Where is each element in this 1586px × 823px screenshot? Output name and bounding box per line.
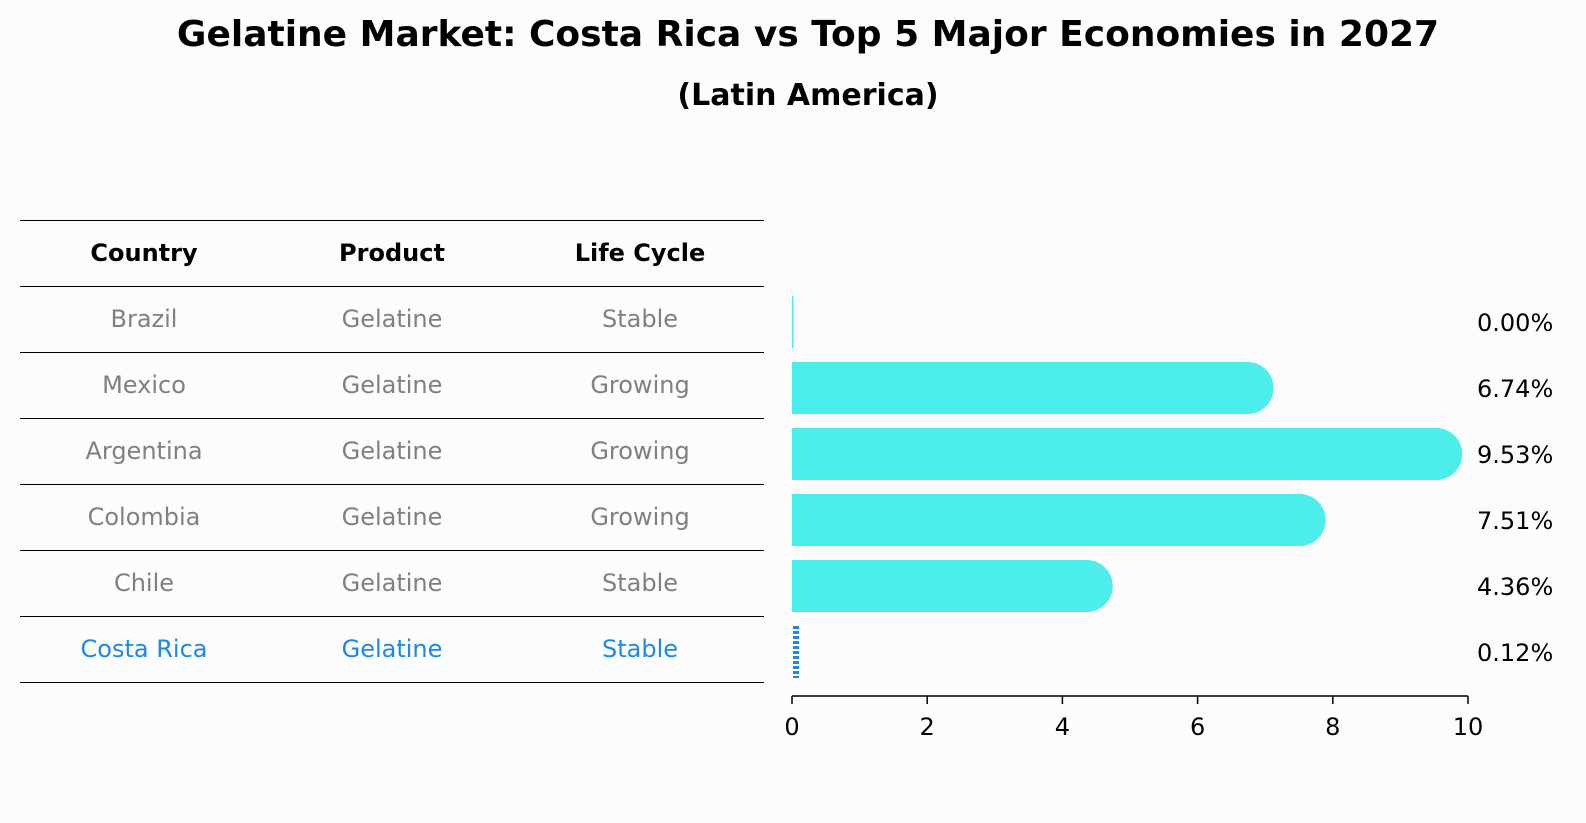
table-rule xyxy=(20,352,764,353)
x-tick-label: 8 xyxy=(1325,713,1340,741)
bar-value-label: 9.53% xyxy=(1477,441,1553,469)
row-product: Gelatine xyxy=(341,569,443,597)
row-life-cycle: Growing xyxy=(590,371,690,399)
header-life-cycle: Life Cycle xyxy=(574,239,706,267)
bar-value-label: 6.74% xyxy=(1477,375,1553,403)
row-country: Argentina xyxy=(85,437,203,465)
row-country: Brazil xyxy=(110,305,178,333)
row-country: Colombia xyxy=(87,503,201,531)
bar-value-label: 4.36% xyxy=(1477,573,1553,601)
x-tick-label: 0 xyxy=(784,713,799,741)
bar xyxy=(792,296,794,348)
bar-value-label: 0.12% xyxy=(1477,639,1553,667)
row-life-cycle: Growing xyxy=(590,503,690,531)
table-rule xyxy=(20,418,764,419)
x-tick-label: 4 xyxy=(1055,713,1070,741)
bar xyxy=(792,560,1087,612)
table-rule xyxy=(20,550,764,551)
x-tick-label: 2 xyxy=(920,713,935,741)
bar-value-label: 0.00% xyxy=(1477,309,1553,337)
table-rule xyxy=(20,682,764,683)
row-product-highlight: Gelatine xyxy=(341,635,443,663)
row-product: Gelatine xyxy=(341,305,443,333)
bar-cap xyxy=(1060,560,1113,612)
bar xyxy=(792,494,1300,546)
row-product: Gelatine xyxy=(341,371,443,399)
row-country-highlight: Costa Rica xyxy=(80,635,208,663)
chart-title: Gelatine Market: Costa Rica vs Top 5 Maj… xyxy=(176,14,1440,55)
header-country: Country xyxy=(90,239,198,267)
bar xyxy=(792,428,1437,480)
table-rule xyxy=(20,286,764,287)
row-product: Gelatine xyxy=(341,437,443,465)
bar-cap xyxy=(1273,494,1326,546)
bar xyxy=(792,362,1248,414)
row-life-cycle: Growing xyxy=(590,437,690,465)
header-product: Product xyxy=(339,239,445,267)
x-tick-label: 10 xyxy=(1453,713,1484,741)
row-country: Mexico xyxy=(102,371,186,399)
bar-value-label: 7.51% xyxy=(1477,507,1553,535)
table-rule xyxy=(20,484,764,485)
bar-cap xyxy=(1410,428,1463,480)
x-tick-label: 6 xyxy=(1190,713,1205,741)
chart-subtitle: (Latin America) xyxy=(677,78,939,113)
row-country: Chile xyxy=(113,569,175,597)
row-life-cycle-highlight: Stable xyxy=(601,635,679,663)
row-life-cycle: Stable xyxy=(601,305,679,333)
row-product: Gelatine xyxy=(341,503,443,531)
table-rule xyxy=(20,220,764,221)
table-rule xyxy=(20,616,764,617)
bar-cap xyxy=(1221,362,1274,414)
row-life-cycle: Stable xyxy=(601,569,679,597)
